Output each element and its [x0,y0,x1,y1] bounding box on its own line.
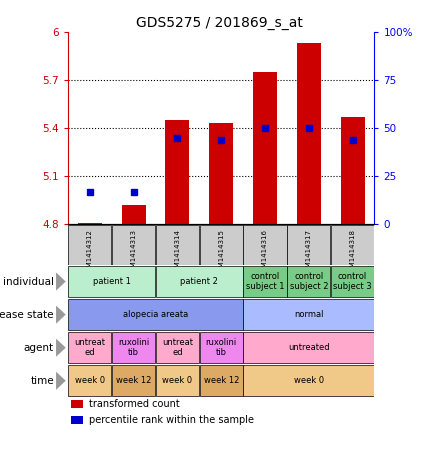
Bar [156,365,199,396]
Bar [331,266,374,297]
Polygon shape [56,371,66,390]
Text: control
subject 3: control subject 3 [333,272,372,291]
Bar [156,332,199,363]
Bar [244,365,374,396]
Bar [244,266,286,297]
Bar [200,225,243,265]
Bar [71,400,83,408]
Bar [68,365,111,396]
Text: GSM1414312: GSM1414312 [87,229,93,276]
Text: patient 2: patient 2 [180,277,218,286]
Text: alopecia areata: alopecia areata [123,310,188,319]
Text: percentile rank within the sample: percentile rank within the sample [89,415,254,425]
Bar [68,299,243,330]
Text: GSM1414318: GSM1414318 [350,229,356,276]
Text: GSM1414317: GSM1414317 [306,229,312,276]
Bar [78,222,102,224]
Bar [200,365,243,396]
Bar [287,225,330,265]
Text: week 0: week 0 [75,376,105,385]
Text: individual: individual [3,276,54,287]
Bar [112,332,155,363]
Text: normal: normal [294,310,324,319]
Text: GSM1414313: GSM1414313 [131,229,137,276]
Bar [68,225,111,265]
Bar [244,332,374,363]
Bar [156,266,243,297]
Bar [331,225,374,265]
Text: week 0: week 0 [294,376,324,385]
Bar [112,365,155,396]
Bar [156,225,199,265]
Text: disease state: disease state [0,309,54,320]
Polygon shape [56,338,66,357]
Bar [341,117,364,224]
Bar [287,266,330,297]
Text: time: time [30,376,54,386]
Text: GSM1414314: GSM1414314 [174,229,180,276]
Bar [244,225,286,265]
Bar [209,123,233,224]
Bar [166,120,190,224]
Text: control
subject 2: control subject 2 [290,272,328,291]
Polygon shape [56,305,66,324]
Bar [297,43,321,224]
Text: week 12: week 12 [116,376,151,385]
Bar [68,332,111,363]
Bar [200,332,243,363]
Text: control
subject 1: control subject 1 [246,272,284,291]
Text: untreat
ed: untreat ed [74,338,105,357]
Text: GSM1414315: GSM1414315 [218,229,224,276]
Bar [122,205,145,224]
Bar [112,225,155,265]
Text: ruxolini
tib: ruxolini tib [118,338,149,357]
Text: agent: agent [24,342,54,353]
Text: ruxolini
tib: ruxolini tib [205,338,237,357]
Bar [244,299,374,330]
Text: untreat
ed: untreat ed [162,338,193,357]
Text: week 0: week 0 [162,376,192,385]
Bar [253,72,277,224]
Text: patient 1: patient 1 [93,277,131,286]
Text: GSM1414316: GSM1414316 [262,229,268,276]
Bar [68,266,155,297]
Text: GDS5275 / 201869_s_at: GDS5275 / 201869_s_at [136,16,302,30]
Text: untreated: untreated [288,343,330,352]
Text: transformed count: transformed count [89,399,180,409]
Bar [71,416,83,424]
Polygon shape [56,272,66,291]
Text: week 12: week 12 [204,376,239,385]
